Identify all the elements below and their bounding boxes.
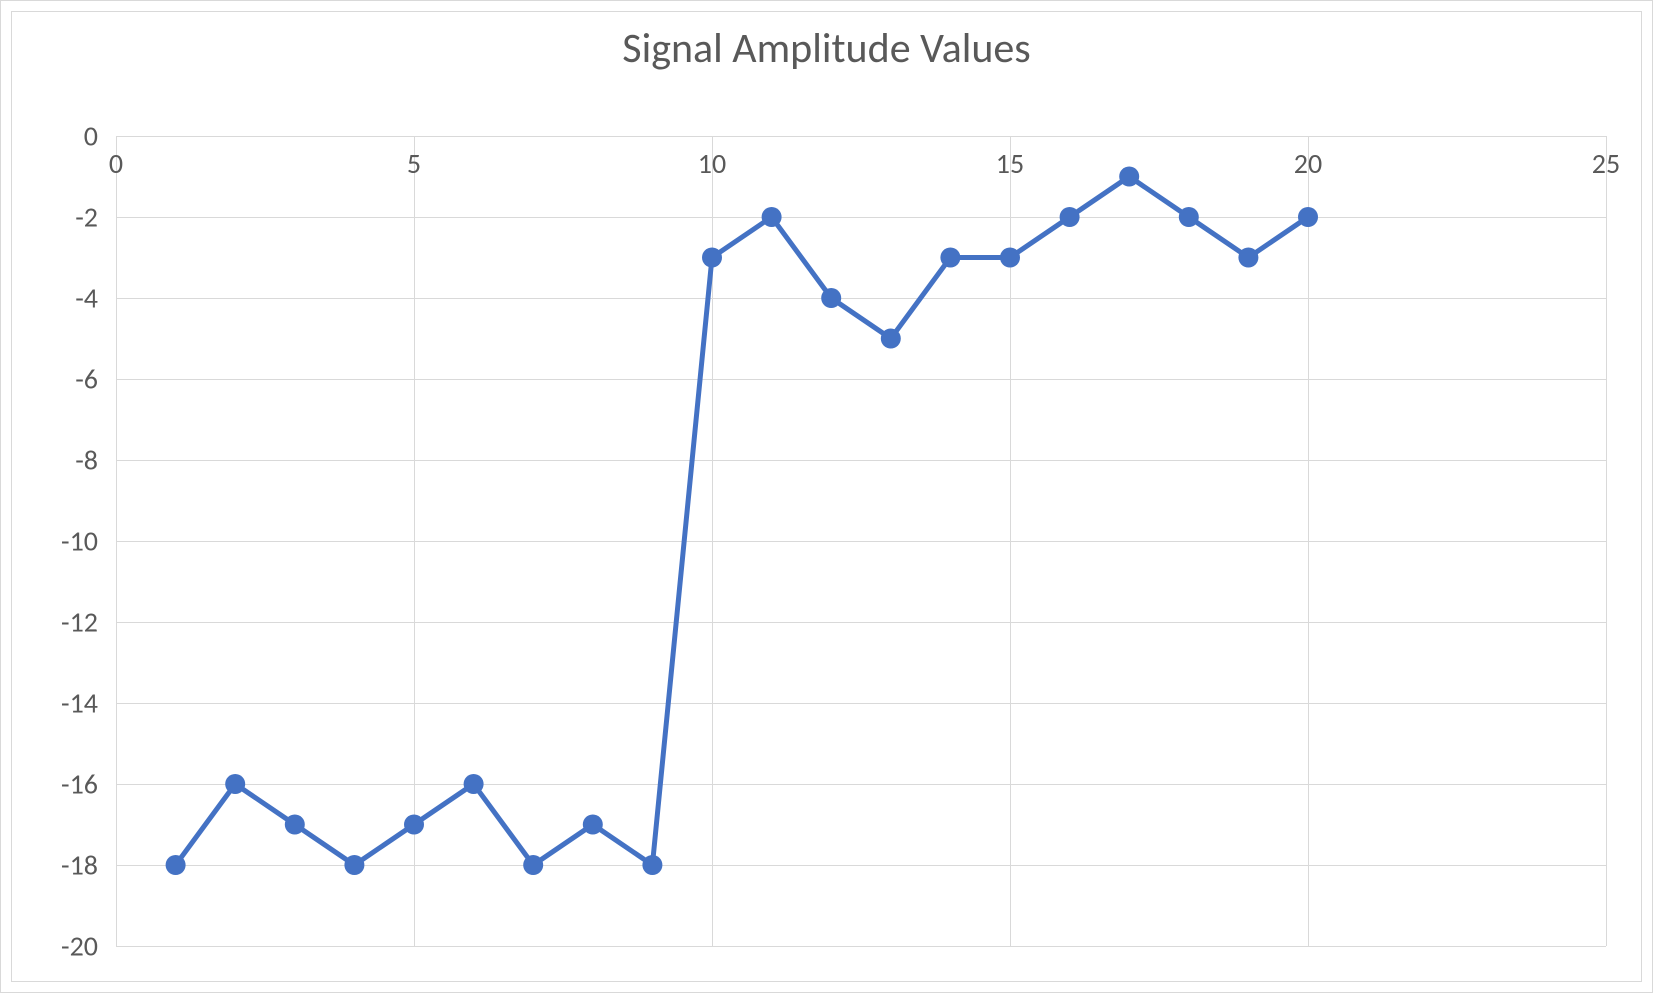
series-line	[176, 177, 1308, 866]
series-marker	[821, 288, 841, 308]
series-marker	[166, 855, 186, 875]
y-axis-label: -4	[75, 281, 98, 316]
y-axis-label: -6	[75, 362, 98, 397]
series-marker	[1119, 167, 1139, 187]
series-marker	[881, 329, 901, 349]
y-axis-label: -20	[61, 929, 98, 964]
series-svg	[116, 136, 1606, 946]
chart-container: Signal Amplitude Values 0-2-4-6-8-10-12-…	[0, 0, 1653, 993]
series-marker	[1298, 207, 1318, 227]
y-axis-label: 0	[84, 119, 98, 154]
y-axis-label: -14	[61, 686, 98, 721]
y-axis-label: -10	[61, 524, 98, 559]
series-marker	[404, 815, 424, 835]
series-marker	[344, 855, 364, 875]
y-axis-label: -12	[61, 605, 98, 640]
series-marker	[225, 774, 245, 794]
chart-title: Signal Amplitude Values	[1, 23, 1652, 74]
series-marker	[1238, 248, 1258, 268]
series-marker	[583, 815, 603, 835]
series-marker	[285, 815, 305, 835]
series-marker	[762, 207, 782, 227]
series-marker	[642, 855, 662, 875]
y-axis-label: -18	[61, 848, 98, 883]
series-marker	[464, 774, 484, 794]
series-marker	[940, 248, 960, 268]
series-marker	[702, 248, 722, 268]
y-axis-label: -8	[75, 443, 98, 478]
series-marker	[523, 855, 543, 875]
series-marker	[1000, 248, 1020, 268]
series-marker	[1060, 207, 1080, 227]
y-axis-label: -2	[75, 200, 98, 235]
plot-area: 0-2-4-6-8-10-12-14-16-18-200510152025	[116, 136, 1606, 946]
series-marker	[1179, 207, 1199, 227]
y-axis-label: -16	[61, 767, 98, 802]
